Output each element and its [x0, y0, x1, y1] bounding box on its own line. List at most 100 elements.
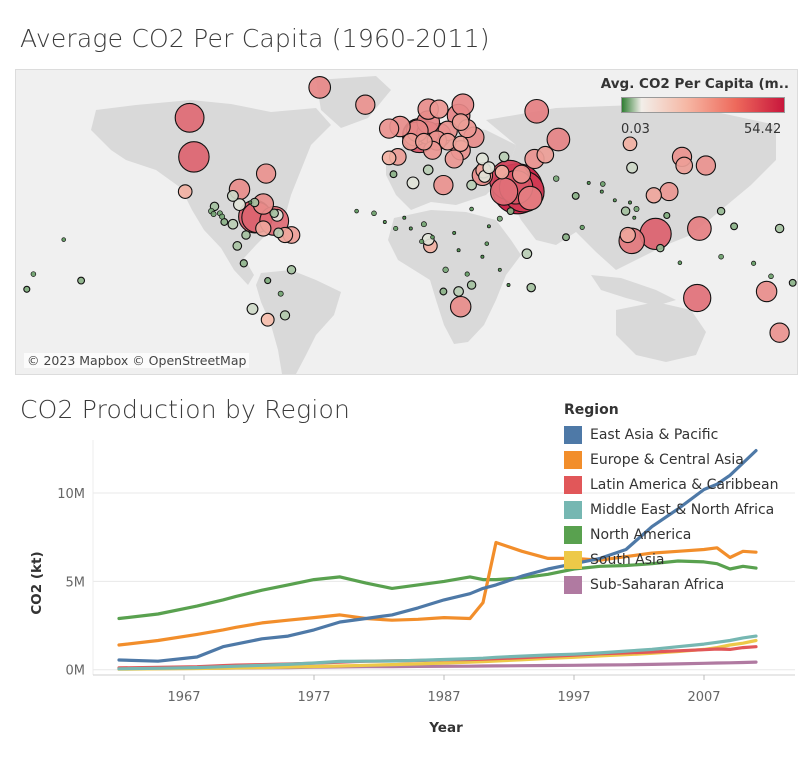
country-circle[interactable]	[406, 176, 420, 190]
country-circle[interactable]	[475, 152, 489, 166]
country-circle[interactable]	[451, 93, 475, 117]
country-circle[interactable]	[444, 149, 464, 169]
country-circle[interactable]	[645, 187, 662, 204]
country-circle[interactable]	[695, 155, 717, 176]
country-circle[interactable]	[730, 222, 739, 231]
country-circle[interactable]	[571, 191, 580, 200]
country-circle[interactable]	[456, 248, 461, 253]
country-circle[interactable]	[768, 273, 774, 280]
country-circle[interactable]	[677, 260, 683, 266]
country-circle[interactable]	[378, 118, 400, 139]
country-circle[interactable]	[442, 266, 449, 273]
country-circle[interactable]	[464, 271, 470, 277]
country-circle[interactable]	[393, 225, 399, 232]
country-circle[interactable]	[451, 113, 470, 131]
country-circle[interactable]	[663, 211, 671, 220]
country-circle[interactable]	[420, 221, 427, 228]
country-circle[interactable]	[210, 211, 217, 217]
country-circle[interactable]	[562, 233, 570, 242]
country-circle[interactable]	[402, 215, 407, 220]
country-circle[interactable]	[248, 200, 253, 205]
country-circle[interactable]	[308, 76, 332, 99]
legend-item[interactable]: East Asia & Pacific	[564, 422, 779, 447]
country-circle[interactable]	[517, 185, 543, 211]
legend-item[interactable]: Europe & Central Asia	[564, 447, 779, 472]
country-circle[interactable]	[260, 312, 275, 327]
country-circle[interactable]	[466, 179, 477, 191]
country-circle[interactable]	[683, 283, 712, 313]
country-circle[interactable]	[408, 226, 413, 231]
legend-item[interactable]: South Asia	[564, 547, 779, 572]
country-circle[interactable]	[415, 132, 433, 151]
country-circle[interactable]	[227, 218, 239, 230]
country-circle[interactable]	[639, 217, 672, 251]
country-circle[interactable]	[61, 237, 66, 242]
country-circle[interactable]	[452, 230, 457, 235]
country-circle[interactable]	[633, 206, 640, 212]
country-circle[interactable]	[422, 164, 434, 176]
country-circle[interactable]	[286, 265, 297, 275]
country-circle[interactable]	[675, 156, 694, 175]
country-circle[interactable]	[506, 207, 515, 216]
country-circle[interactable]	[769, 322, 790, 343]
country-circle[interactable]	[381, 150, 397, 166]
country-circle[interactable]	[354, 208, 359, 214]
map-panel[interactable]: © 2023 Mapbox © OpenStreetMap Avg. CO2 P…	[15, 69, 798, 375]
country-circle[interactable]	[371, 210, 377, 217]
country-circle[interactable]	[439, 287, 448, 296]
country-circle[interactable]	[232, 241, 243, 251]
country-circle[interactable]	[241, 230, 251, 240]
country-circle[interactable]	[620, 206, 631, 216]
country-circle[interactable]	[659, 182, 679, 202]
country-circle[interactable]	[453, 286, 464, 297]
country-circle[interactable]	[489, 177, 519, 206]
country-circle[interactable]	[239, 259, 248, 268]
country-circle[interactable]	[632, 215, 637, 220]
series-line-middle-east-north-africa[interactable]	[117, 634, 758, 671]
country-circle[interactable]	[755, 280, 778, 303]
country-circle[interactable]	[546, 127, 571, 152]
country-circle[interactable]	[622, 136, 638, 152]
country-circle[interactable]	[389, 170, 398, 179]
country-circle[interactable]	[77, 276, 86, 285]
country-circle[interactable]	[277, 290, 284, 297]
country-circle[interactable]	[628, 200, 632, 205]
country-circle[interactable]	[226, 189, 239, 202]
country-circle[interactable]	[233, 198, 246, 212]
country-circle[interactable]	[511, 164, 532, 184]
country-circle[interactable]	[419, 238, 425, 245]
country-circle[interactable]	[219, 213, 226, 220]
country-circle[interactable]	[449, 295, 472, 318]
country-circle[interactable]	[612, 198, 617, 203]
country-circle[interactable]	[619, 226, 636, 244]
country-circle[interactable]	[687, 216, 712, 241]
country-circle[interactable]	[429, 99, 449, 119]
legend-item[interactable]: Latin America & Caribbean	[564, 472, 779, 497]
country-circle[interactable]	[524, 98, 550, 124]
country-circle[interactable]	[788, 278, 797, 287]
country-circle[interactable]	[174, 102, 205, 133]
country-circle[interactable]	[553, 175, 560, 182]
country-circle[interactable]	[497, 267, 502, 272]
country-circle[interactable]	[600, 181, 606, 187]
line-chart[interactable]: 0M 5M 10M 1967 1977 1987 1997 2007 CO2 (kt) Ye…	[0, 430, 811, 760]
world-map[interactable]	[16, 70, 797, 374]
series-line-east-asia-pacific[interactable]	[117, 449, 758, 663]
country-circle[interactable]	[382, 220, 387, 224]
country-circle[interactable]	[496, 215, 503, 222]
country-circle[interactable]	[433, 174, 454, 196]
country-circle[interactable]	[536, 145, 555, 164]
country-circle[interactable]	[430, 234, 435, 240]
map-attribution[interactable]: © 2023 Mapbox © OpenStreetMap	[24, 353, 250, 368]
country-circle[interactable]	[178, 141, 210, 173]
country-circle[interactable]	[23, 285, 31, 293]
country-circle[interactable]	[220, 218, 229, 226]
series-line-europe-central-asia[interactable]	[117, 540, 758, 647]
country-circle[interactable]	[355, 94, 376, 115]
country-circle[interactable]	[264, 277, 272, 285]
country-circle[interactable]	[246, 302, 259, 315]
country-circle[interactable]	[269, 208, 279, 219]
country-circle[interactable]	[177, 184, 193, 199]
country-circle[interactable]	[484, 241, 490, 246]
country-circle[interactable]	[586, 180, 591, 185]
